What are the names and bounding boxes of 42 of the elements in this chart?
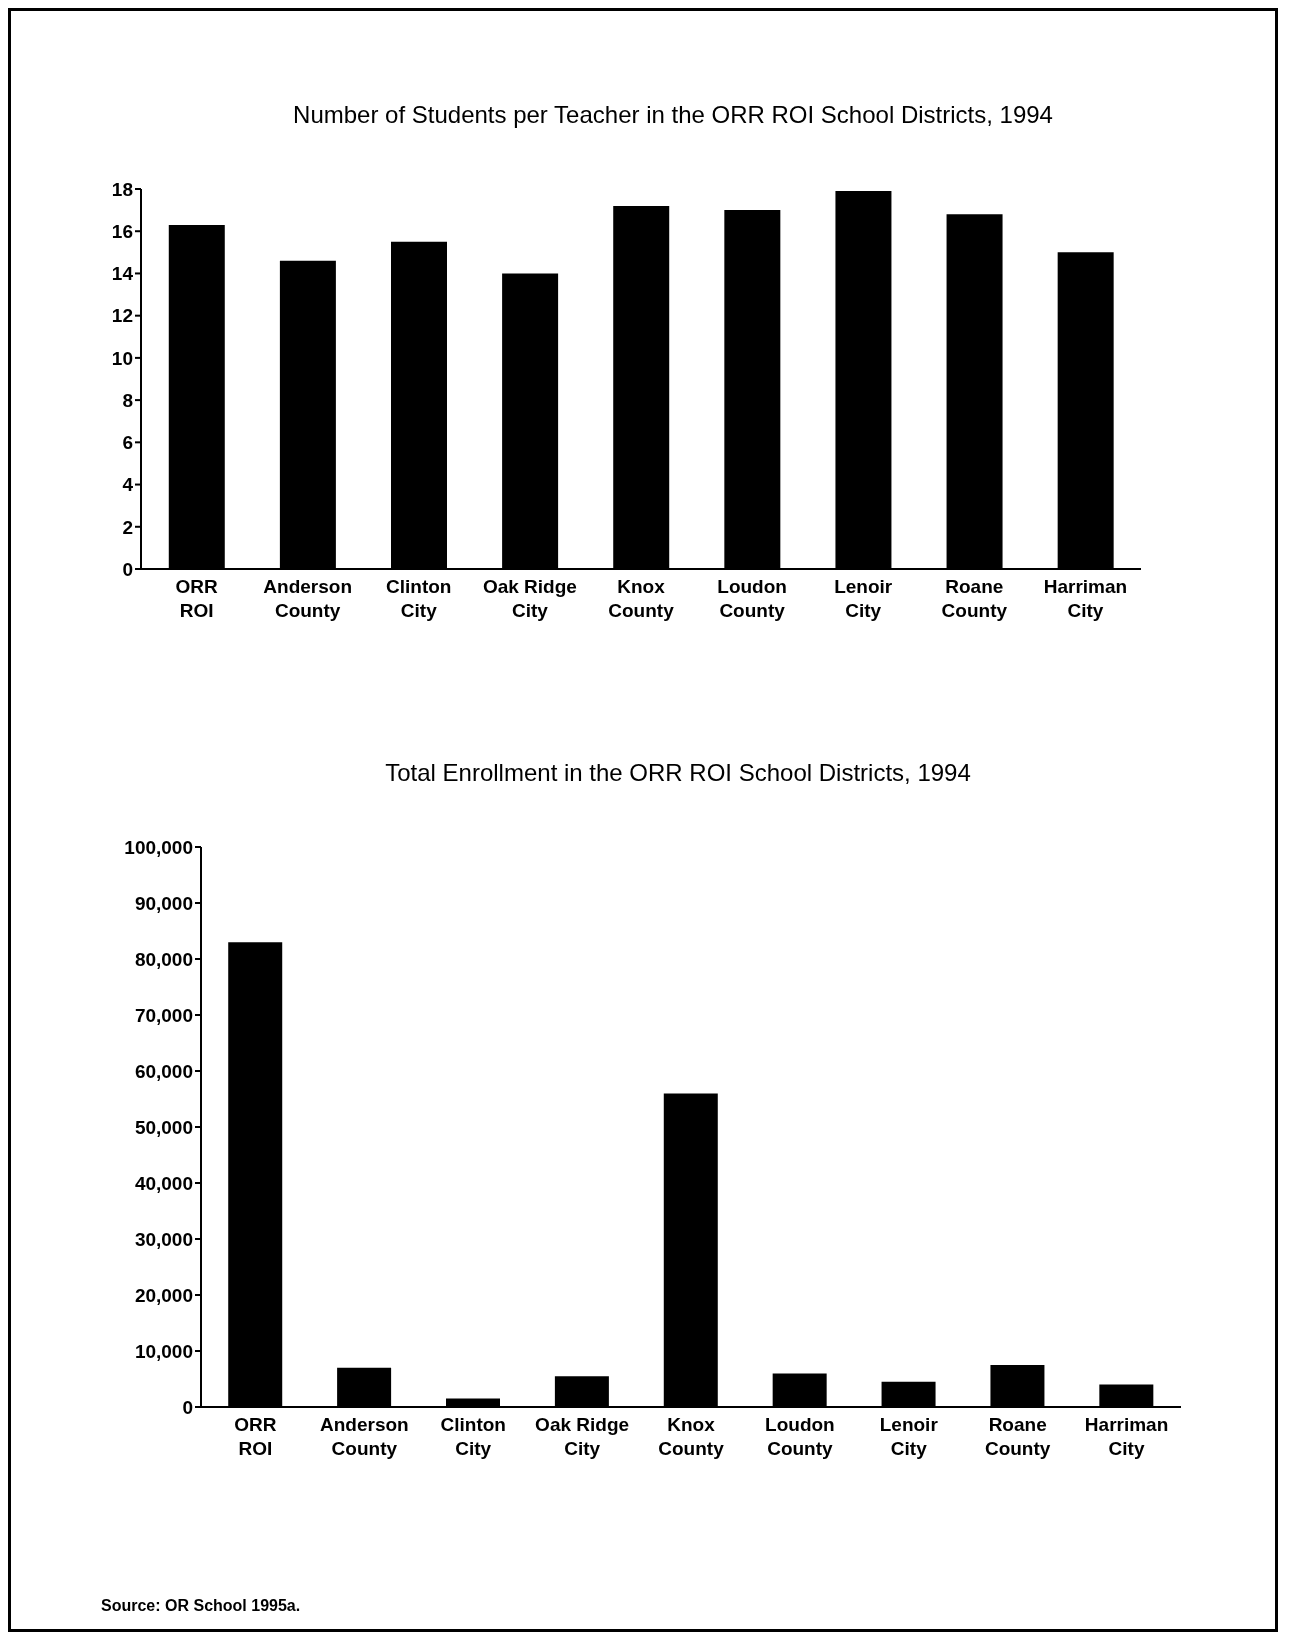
y-tick-label: 50,000 bbox=[134, 1116, 193, 1138]
y-tick-label: 10 bbox=[111, 347, 133, 369]
x-tick-label: ORR ROI bbox=[234, 1414, 277, 1459]
y-tick-label: 6 bbox=[122, 432, 133, 454]
y-tick-label: 20,000 bbox=[134, 1284, 193, 1306]
x-tick-label: Anderson County bbox=[263, 576, 353, 621]
x-tick-label: Clinton City bbox=[440, 1414, 506, 1459]
x-tick-label: Lenoir City bbox=[834, 576, 893, 621]
y-tick-label: 0 bbox=[182, 1396, 193, 1418]
x-tick-label: Clinton City bbox=[386, 576, 452, 621]
x-tick-label: ORR ROI bbox=[175, 576, 218, 621]
y-tick-label: 90,000 bbox=[134, 892, 193, 914]
x-tick-label: Roane County bbox=[984, 1414, 1051, 1459]
y-tick-label: 100,000 bbox=[124, 836, 193, 858]
chart-title: Total Enrollment in the ORR ROI School Districts, 1994 bbox=[384, 759, 972, 787]
x-tick-label: Roane County bbox=[941, 576, 1008, 621]
y-tick-label: 2 bbox=[122, 516, 133, 538]
x-tick-label: Loudon County bbox=[717, 576, 787, 621]
y-tick-label: 18 bbox=[111, 178, 133, 200]
y-tick-label: 60,000 bbox=[134, 1060, 193, 1082]
chart-title: Number of Students per Teacher in the ORR ROI School Districts, 1994 bbox=[292, 101, 1054, 129]
x-tick-label: Harriman City bbox=[1084, 1414, 1169, 1459]
y-tick-label: 40,000 bbox=[134, 1172, 193, 1194]
y-tick-label: 70,000 bbox=[134, 1004, 193, 1026]
y-tick-label: 10,000 bbox=[134, 1340, 193, 1362]
y-tick-label: 14 bbox=[111, 263, 134, 285]
x-tick-label: Knox County bbox=[658, 1414, 725, 1459]
y-tick-label: 12 bbox=[111, 305, 133, 327]
x-tick-label: Lenoir City bbox=[879, 1414, 939, 1459]
y-tick-label: 80,000 bbox=[134, 948, 193, 970]
y-tick-label: 16 bbox=[111, 220, 133, 242]
x-tick-label: Knox County bbox=[608, 576, 675, 621]
y-tick-label: 8 bbox=[122, 389, 133, 411]
x-tick-label: Harriman City bbox=[1043, 576, 1128, 621]
x-tick-label: Oak Ridge City bbox=[535, 1414, 630, 1459]
x-tick-label: Anderson County bbox=[319, 1414, 409, 1459]
x-tick-label: Loudon County bbox=[765, 1414, 835, 1459]
source-note: Source: OR School 1995a. bbox=[101, 1597, 302, 1615]
y-tick-label: 0 bbox=[122, 558, 133, 580]
y-tick-label: 4 bbox=[122, 474, 134, 496]
y-tick-label: 30,000 bbox=[134, 1228, 193, 1250]
x-tick-label: Oak Ridge City bbox=[482, 576, 577, 621]
